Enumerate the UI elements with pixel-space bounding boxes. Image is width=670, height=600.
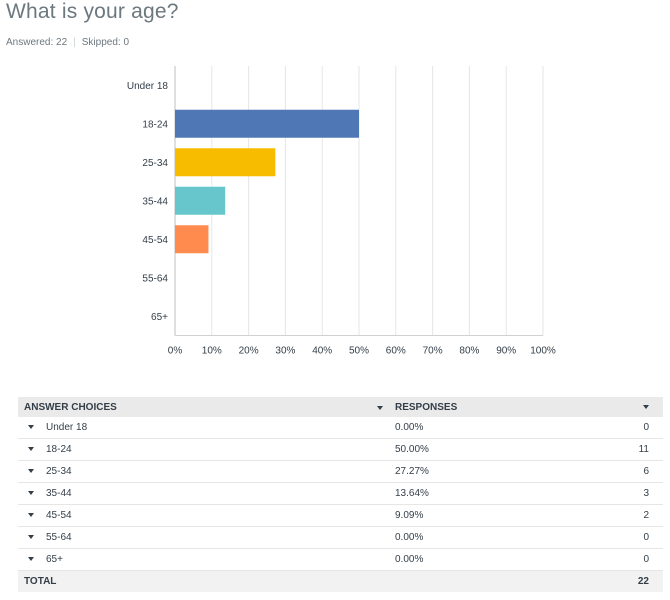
response-percent: 0.00%: [389, 548, 623, 571]
responses-sort-header[interactable]: [623, 397, 663, 417]
answer-choice-label: 65+: [46, 554, 63, 565]
answer-choice-cell[interactable]: 55-64: [18, 526, 389, 549]
bar-35-44: [175, 186, 226, 215]
response-percent: 50.00%: [389, 438, 623, 461]
answer-choice-label: 35-44: [46, 488, 72, 499]
response-count: 6: [623, 460, 663, 483]
response-count: 0: [623, 417, 663, 439]
category-label: 55-64: [142, 273, 168, 284]
response-count: 11: [623, 438, 663, 461]
table-row: 55-64 0.00% 0: [18, 526, 663, 549]
category-label: Under 18: [127, 81, 169, 92]
answer-choice-label: 45-54: [46, 510, 72, 521]
response-percent: 13.64%: [389, 482, 623, 505]
answer-choice-cell[interactable]: 25-34: [18, 460, 389, 483]
table-row: 35-44 13.64% 3: [18, 482, 663, 505]
total-spacer: [389, 570, 623, 592]
response-stats: Answered: 22 | Skipped: 0: [6, 37, 129, 48]
x-tick-label: 100%: [530, 346, 556, 357]
expand-caret-icon[interactable]: [28, 491, 34, 496]
answer-choice-cell[interactable]: 65+: [18, 548, 389, 571]
expand-caret-icon[interactable]: [28, 425, 34, 430]
response-percent: 9.09%: [389, 504, 623, 527]
x-tick-label: 80%: [459, 346, 479, 357]
answered-count: Answered: 22: [6, 37, 68, 48]
x-tick-label: 10%: [202, 346, 222, 357]
table-header-row: ANSWER CHOICES RESPONSES: [18, 397, 663, 417]
answer-choices-header-label: ANSWER CHOICES: [24, 401, 117, 413]
sort-caret-icon[interactable]: [643, 404, 649, 409]
table-body: Under 18 0.00% 0 18-24 50.00% 11 25-34 27.27% 6 3…: [18, 417, 663, 592]
answer-choice-label: 25-34: [46, 466, 72, 477]
table-row: 45-54 9.09% 2: [18, 504, 663, 527]
response-percent: 27.27%: [389, 460, 623, 483]
answer-choice-label: Under 18: [46, 422, 88, 433]
response-percent: 0.00%: [389, 526, 623, 549]
total-label: TOTAL: [18, 570, 389, 592]
question-title: What is your age?: [6, 0, 179, 23]
response-count: 3: [623, 482, 663, 505]
x-tick-label: 70%: [423, 346, 443, 357]
x-tick-label: 0%: [168, 346, 183, 357]
x-tick-label: 90%: [496, 346, 516, 357]
x-tick-label: 30%: [275, 346, 295, 357]
category-label: 35-44: [142, 196, 168, 207]
answer-choice-cell[interactable]: 35-44: [18, 482, 389, 505]
x-tick-label: 60%: [386, 346, 406, 357]
x-tick-label: 50%: [349, 346, 369, 357]
stats-separator: |: [73, 37, 76, 48]
answer-choice-cell[interactable]: 18-24: [18, 438, 389, 461]
age-bar-chart: Under 18 18-24 25-34 35-44 45-54 55-64 65+ 0% 10…: [127, 66, 556, 357]
response-count: 0: [623, 548, 663, 571]
answer-choice-label: 55-64: [46, 532, 72, 543]
table-row: 25-34 27.27% 6: [18, 460, 663, 483]
responses-header-label: RESPONSES: [395, 401, 458, 413]
expand-caret-icon[interactable]: [28, 535, 34, 540]
bar-18-24: [175, 109, 359, 138]
expand-caret-icon[interactable]: [28, 513, 34, 518]
sort-caret-icon[interactable]: [377, 405, 383, 410]
expand-caret-icon[interactable]: [28, 557, 34, 562]
category-label: 18-24: [142, 119, 168, 130]
response-count: 0: [623, 526, 663, 549]
response-count: 2: [623, 504, 663, 527]
response-percent: 0.00%: [389, 417, 623, 439]
expand-caret-icon[interactable]: [28, 447, 34, 452]
total-row: TOTAL 22: [18, 570, 663, 592]
total-count: 22: [623, 570, 663, 592]
table-row: Under 18 0.00% 0: [18, 417, 663, 439]
answer-choice-label: 18-24: [46, 444, 72, 455]
expand-caret-icon[interactable]: [28, 469, 34, 474]
responses-table: ANSWER CHOICES RESPONSES Under 18 0.00% 0 1…: [18, 397, 663, 592]
responses-header[interactable]: RESPONSES: [389, 397, 623, 417]
bar-45-54: [175, 225, 209, 254]
answer-choice-cell[interactable]: 45-54: [18, 504, 389, 527]
bar-25-34: [175, 148, 276, 177]
x-tick-label: 40%: [312, 346, 332, 357]
answer-choice-cell[interactable]: Under 18: [18, 417, 389, 439]
category-label: 45-54: [142, 235, 168, 246]
category-label: 65+: [151, 312, 168, 323]
answer-choices-header[interactable]: ANSWER CHOICES: [18, 397, 389, 417]
table-row: 65+ 0.00% 0: [18, 548, 663, 571]
x-tick-label: 20%: [239, 346, 259, 357]
skipped-count: Skipped: 0: [81, 37, 130, 48]
table-row: 18-24 50.00% 11: [18, 438, 663, 461]
category-label: 25-34: [142, 158, 168, 169]
